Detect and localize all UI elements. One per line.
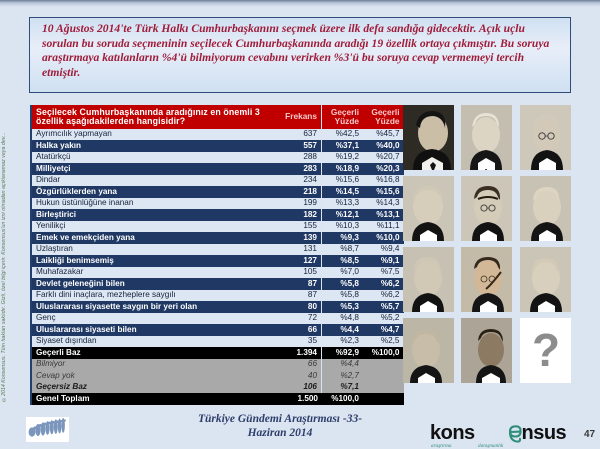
svg-text:nsus: nsus [522, 422, 567, 444]
svg-text:danışmanlık: danışmanlık [478, 443, 504, 449]
svg-text:kons: kons [430, 422, 475, 444]
svg-text:araştırma: araştırma [431, 443, 452, 449]
svg-text:?: ? [532, 324, 560, 376]
